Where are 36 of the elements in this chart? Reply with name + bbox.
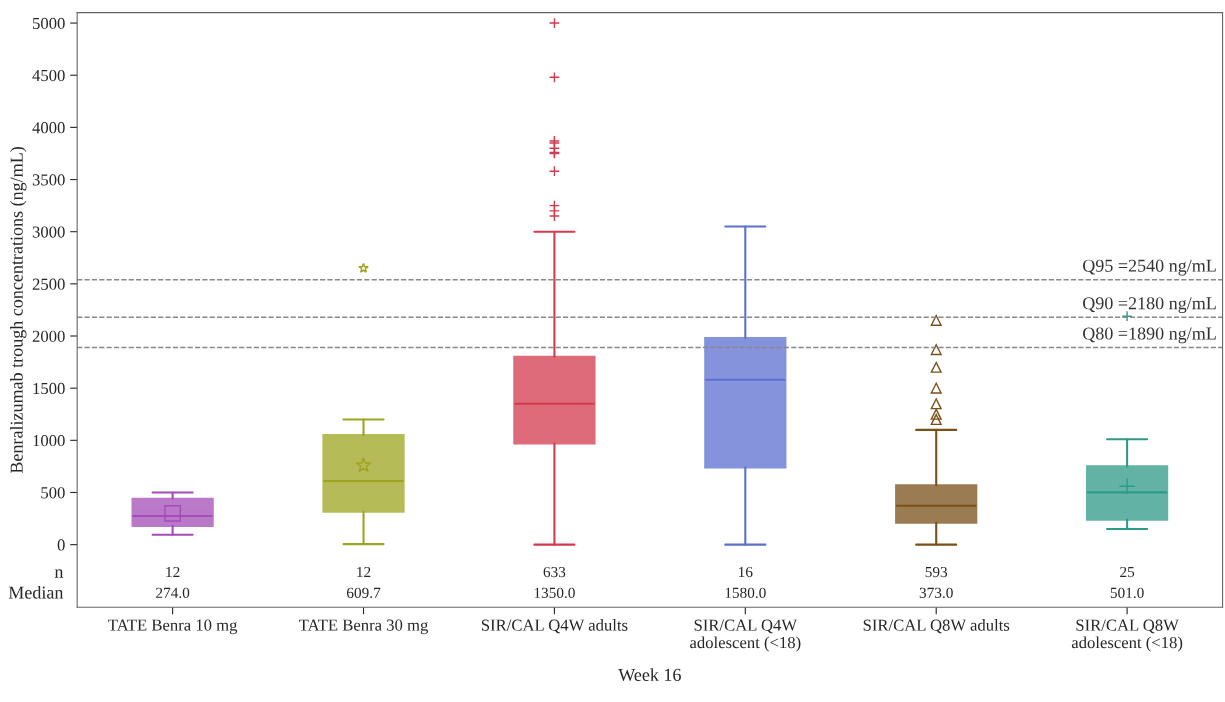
y-tick-label: 4500 xyxy=(32,69,65,82)
x-tick-label: SIR/CAL Q8W adults xyxy=(863,619,1010,634)
annotation: 12 xyxy=(166,566,180,578)
text: Median xyxy=(8,585,64,599)
annotation: 25 xyxy=(1120,566,1135,578)
annotation: 593 xyxy=(925,566,948,578)
annotation: 373.0 xyxy=(919,587,953,599)
annotation: 274.0 xyxy=(156,587,190,599)
y-tick-label: 500 xyxy=(41,487,65,499)
y-tick-label: 0 xyxy=(57,539,65,551)
y-tick-label: 4000 xyxy=(32,122,65,134)
y-tick-label: 2500 xyxy=(32,278,65,290)
text: n xyxy=(54,569,64,578)
x-tick-label: SIR/CAL Q4W adults xyxy=(481,619,628,634)
annotation: 1350.0 xyxy=(534,587,575,599)
y-tick-label: 3500 xyxy=(32,174,65,186)
ref-line-label: Q95 =2540 ng/mL xyxy=(1083,259,1216,276)
annotation: 16 xyxy=(739,566,753,578)
y-tick-label: 1000 xyxy=(33,435,65,447)
x-tick-label: TATE Benra 10 mg xyxy=(108,619,238,635)
annotation: 12 xyxy=(357,566,371,578)
ref-line-label: Q90 =2180 ng/mL xyxy=(1083,297,1216,314)
annotation: 501.0 xyxy=(1110,587,1144,599)
x-axis-title: Week 16 xyxy=(618,668,681,682)
y-tick-label: 1500 xyxy=(33,382,65,395)
x-tick-label: SIR/CAL Q8W adolescent (<18) xyxy=(1071,619,1183,652)
x-tick-label: TATE Benra 30 mg xyxy=(299,619,429,635)
x-tick-label: SIR/CAL Q4W adolescent (<18) xyxy=(690,619,801,652)
y-axis-title: Benralizumab trough concentrations (ng/mL) xyxy=(10,147,27,474)
y-tick-label: 5000 xyxy=(33,17,65,30)
annotation: 609.7 xyxy=(346,587,381,599)
y-tick-label: 3000 xyxy=(32,226,65,238)
annotation: 1580.0 xyxy=(725,587,766,599)
y-tick-label: 2000 xyxy=(32,330,65,342)
annotation: 633 xyxy=(543,566,566,578)
ref-line-label: Q80 =1890 ng/mL xyxy=(1083,327,1216,344)
